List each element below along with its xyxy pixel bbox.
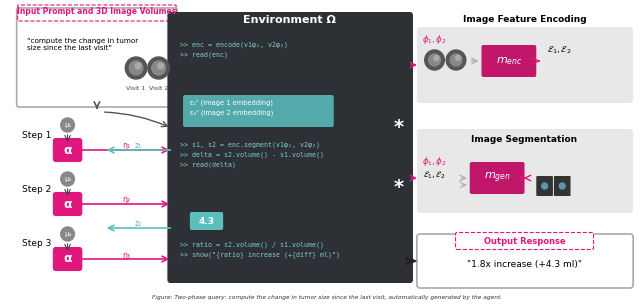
- FancyBboxPatch shape: [417, 234, 633, 288]
- Text: >> enc = encode(v1φ₁, v2φ₂): >> enc = encode(v1φ₁, v2φ₂): [180, 42, 288, 48]
- Text: $\phi_1, \phi_2$: $\phi_1, \phi_2$: [422, 156, 447, 168]
- Text: z₂: z₂: [135, 219, 142, 227]
- FancyBboxPatch shape: [183, 95, 333, 127]
- Text: ε₂ᶜ (image 2 embedding): ε₂ᶜ (image 2 embedding): [190, 110, 273, 116]
- Text: Image Segmentation: Image Segmentation: [472, 136, 577, 144]
- Text: Figure: Two-phase query: compute the change in tumor size since the last visit, : Figure: Two-phase query: compute the cha…: [152, 295, 502, 300]
- Text: α: α: [63, 143, 72, 157]
- FancyBboxPatch shape: [536, 176, 553, 196]
- Text: μ₁: μ₁: [64, 122, 71, 128]
- Text: ε₁ᶜ (image 1 embedding): ε₁ᶜ (image 1 embedding): [190, 100, 273, 106]
- FancyBboxPatch shape: [554, 176, 570, 196]
- Text: μ₂: μ₂: [64, 176, 71, 182]
- FancyBboxPatch shape: [481, 45, 536, 77]
- Text: >> ratio = s2.volume() / s1.volume(): >> ratio = s2.volume() / s1.volume(): [180, 242, 324, 248]
- Circle shape: [129, 61, 143, 75]
- Circle shape: [125, 57, 147, 79]
- Circle shape: [425, 50, 444, 70]
- Circle shape: [152, 61, 165, 75]
- FancyBboxPatch shape: [190, 212, 223, 230]
- FancyBboxPatch shape: [168, 12, 413, 283]
- Circle shape: [61, 227, 74, 241]
- Circle shape: [148, 57, 170, 79]
- Text: Environment Ω: Environment Ω: [243, 15, 336, 25]
- Text: $\phi_1, \phi_2$: $\phi_1, \phi_2$: [422, 33, 447, 47]
- Text: $\mathcal{E}_1, \mathcal{E}_2$: $\mathcal{E}_1, \mathcal{E}_2$: [423, 169, 446, 181]
- Circle shape: [135, 63, 141, 69]
- FancyBboxPatch shape: [456, 233, 593, 250]
- Text: $m_{enc}$: $m_{enc}$: [495, 55, 522, 67]
- Text: $m_{gen}$: $m_{gen}$: [484, 171, 511, 185]
- Circle shape: [456, 56, 460, 60]
- Circle shape: [157, 63, 163, 69]
- Circle shape: [446, 50, 466, 70]
- Text: >> show("{ratio} increase (+{diff} ml)"): >> show("{ratio} increase (+{diff} ml)"): [180, 252, 340, 258]
- FancyBboxPatch shape: [54, 139, 81, 161]
- Text: η₁: η₁: [122, 141, 130, 150]
- Circle shape: [541, 183, 548, 189]
- Text: μ₃: μ₃: [64, 231, 71, 237]
- FancyBboxPatch shape: [54, 193, 81, 215]
- Text: *: *: [393, 178, 403, 198]
- Text: z₁: z₁: [135, 140, 142, 150]
- Circle shape: [559, 183, 565, 189]
- Text: α: α: [63, 253, 72, 265]
- Text: *: *: [393, 119, 403, 137]
- Circle shape: [61, 172, 74, 186]
- Text: η₂: η₂: [122, 195, 130, 205]
- Text: Step 1: Step 1: [22, 130, 51, 140]
- Text: η₃: η₃: [122, 250, 130, 260]
- Text: $\mathcal{E}_1, \mathcal{E}_2$: $\mathcal{E}_1, \mathcal{E}_2$: [547, 44, 572, 56]
- Text: Image Feature Encoding: Image Feature Encoding: [463, 16, 586, 25]
- FancyBboxPatch shape: [417, 129, 633, 213]
- Text: Visit 1: Visit 1: [127, 85, 146, 91]
- Text: Input Prompt and 3D Image Volumes: Input Prompt and 3D Image Volumes: [17, 8, 177, 16]
- Text: Visit 2: Visit 2: [149, 85, 168, 91]
- FancyBboxPatch shape: [417, 27, 633, 103]
- FancyBboxPatch shape: [54, 248, 81, 270]
- Text: Output Response: Output Response: [484, 237, 565, 246]
- Text: >> read(enc): >> read(enc): [180, 52, 228, 58]
- Text: "compute the change in tumor
size since the last visit": "compute the change in tumor size since …: [28, 38, 139, 51]
- Text: >> delta = s2.volume() - s1.volume(): >> delta = s2.volume() - s1.volume(): [180, 152, 324, 158]
- Text: α: α: [63, 198, 72, 210]
- Text: Step 2: Step 2: [22, 185, 51, 194]
- Text: "1.8x increase (+4.3 ml)": "1.8x increase (+4.3 ml)": [467, 260, 582, 268]
- FancyBboxPatch shape: [470, 162, 525, 194]
- Text: Step 3: Step 3: [22, 240, 51, 248]
- Circle shape: [61, 118, 74, 132]
- Text: >> read(delta): >> read(delta): [180, 162, 236, 168]
- Circle shape: [429, 54, 440, 66]
- FancyBboxPatch shape: [17, 8, 177, 107]
- Text: 4.3: 4.3: [198, 216, 214, 226]
- Text: >> s1, s2 = enc.segment(v1φ₁, v2φ₂): >> s1, s2 = enc.segment(v1φ₁, v2φ₂): [180, 142, 320, 148]
- Circle shape: [434, 56, 439, 60]
- Circle shape: [450, 54, 462, 66]
